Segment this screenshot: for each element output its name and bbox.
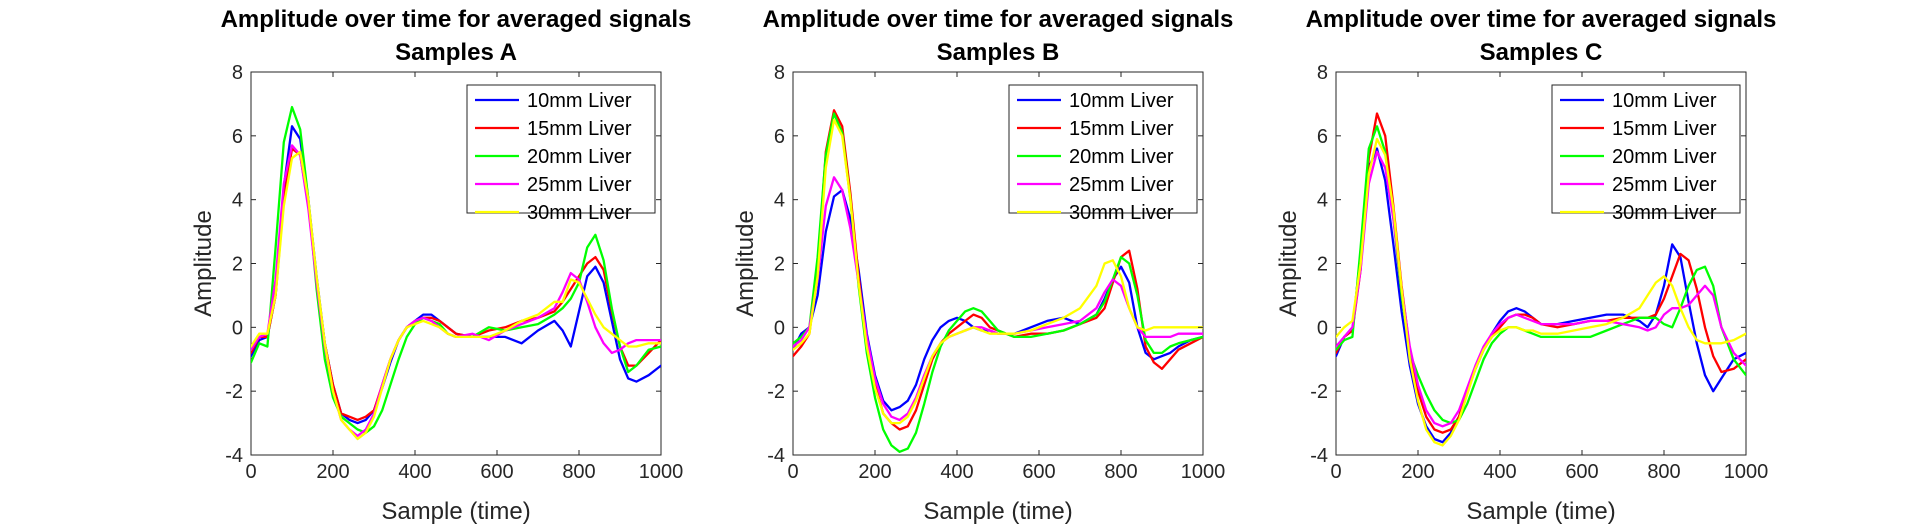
x-axis-label: Sample (time) xyxy=(1466,498,1615,525)
x-tick-label: 800 xyxy=(1647,461,1680,483)
legend-entry: 10mm Liver xyxy=(1069,90,1174,112)
y-axis-label: Amplitude xyxy=(190,210,217,317)
legend: 10mm Liver 15mm Liver 20mm Liver 25mm Liver… xyxy=(1551,84,1741,224)
y-tick-label: 8 xyxy=(232,62,243,84)
legend-entry: 30mm Liver xyxy=(1612,202,1717,224)
series-group xyxy=(1336,112,1746,447)
y-tick-label: 0 xyxy=(774,317,785,339)
legend-box xyxy=(466,84,656,214)
x-axis-label: Sample (time) xyxy=(381,498,530,525)
y-tick-label: 8 xyxy=(1317,62,1328,84)
legend-entry: 20mm Liver xyxy=(527,146,632,168)
x-tick-label: 200 xyxy=(1401,461,1434,483)
legend-entry: 15mm Liver xyxy=(527,118,632,140)
y-tick-label: 6 xyxy=(1317,126,1328,148)
legend-entry: 15mm Liver xyxy=(1612,118,1717,140)
legend-entry: 30mm Liver xyxy=(527,202,632,224)
chart-subtitle: Samples C xyxy=(1480,39,1603,66)
chart-panel-2: Amplitude over time for averaged signals… xyxy=(732,6,1233,525)
legend-entry: 25mm Liver xyxy=(527,174,632,196)
x-tick-label: 1000 xyxy=(1181,461,1226,483)
x-tick-label: 400 xyxy=(1483,461,1516,483)
x-tick-label: 1000 xyxy=(639,461,684,483)
series-group xyxy=(251,105,661,441)
legend-entry: 25mm Liver xyxy=(1612,174,1717,196)
y-tick-label: -2 xyxy=(225,381,243,403)
legend-box xyxy=(1008,84,1198,214)
chart-title: Amplitude over time for averaged signals xyxy=(1306,6,1777,33)
legend-entry: 25mm Liver xyxy=(1069,174,1174,196)
y-tick-label: 2 xyxy=(774,254,785,276)
legend-entry: 10mm Liver xyxy=(527,90,632,112)
series-group xyxy=(793,109,1203,453)
x-tick-label: 400 xyxy=(398,461,431,483)
x-tick-label: 1000 xyxy=(1724,461,1769,483)
y-tick-label: 2 xyxy=(1317,254,1328,276)
x-tick-label: 0 xyxy=(1330,461,1341,483)
chart-subtitle: Samples B xyxy=(937,39,1060,66)
chart-panel-3: Amplitude over time for averaged signals… xyxy=(1275,6,1776,525)
y-tick-label: 8 xyxy=(774,62,785,84)
y-tick-label: 4 xyxy=(232,190,243,212)
legend: 10mm Liver 15mm Liver 20mm Liver 25mm Liver… xyxy=(466,84,656,224)
legend-entry: 20mm Liver xyxy=(1612,146,1717,168)
x-tick-label: 600 xyxy=(1022,461,1055,483)
chart-subtitle: Samples A xyxy=(395,39,517,66)
y-axis-label: Amplitude xyxy=(732,210,759,317)
legend: 10mm Liver 15mm Liver 20mm Liver 25mm Liver… xyxy=(1008,84,1198,224)
x-axis-label: Sample (time) xyxy=(923,498,1072,525)
series-line-5 xyxy=(1336,137,1746,447)
y-tick-label: -2 xyxy=(1310,381,1328,403)
y-tick-label: -4 xyxy=(225,445,243,467)
y-tick-label: -2 xyxy=(767,381,785,403)
x-tick-label: 0 xyxy=(787,461,798,483)
x-tick-label: 800 xyxy=(1104,461,1137,483)
y-axis-label: Amplitude xyxy=(1275,210,1302,317)
x-tick-label: 200 xyxy=(858,461,891,483)
legend-entry: 10mm Liver xyxy=(1612,90,1717,112)
y-tick-label: 0 xyxy=(232,317,243,339)
series-line-5 xyxy=(251,150,661,441)
series-line-5 xyxy=(793,118,1203,425)
y-tick-label: -4 xyxy=(1310,445,1328,467)
legend-box xyxy=(1551,84,1741,214)
y-tick-label: 6 xyxy=(774,126,785,148)
x-tick-label: 200 xyxy=(316,461,349,483)
y-tick-label: 2 xyxy=(232,254,243,276)
legend-entry: 15mm Liver xyxy=(1069,118,1174,140)
x-tick-label: 600 xyxy=(1565,461,1598,483)
legend-entry: 30mm Liver xyxy=(1069,202,1174,224)
chart-title: Amplitude over time for averaged signals xyxy=(763,6,1234,33)
x-tick-label: 600 xyxy=(480,461,513,483)
series-line-1 xyxy=(793,188,1203,412)
y-tick-label: 4 xyxy=(774,190,785,212)
x-tick-label: 400 xyxy=(940,461,973,483)
chart-panel-1: Amplitude over time for averaged signals… xyxy=(190,6,691,525)
legend-entry: 20mm Liver xyxy=(1069,146,1174,168)
y-tick-label: 4 xyxy=(1317,190,1328,212)
x-tick-label: 800 xyxy=(562,461,595,483)
y-tick-label: 0 xyxy=(1317,317,1328,339)
y-tick-label: -4 xyxy=(767,445,785,467)
y-tick-label: 6 xyxy=(232,126,243,148)
chart-title: Amplitude over time for averaged signals xyxy=(221,6,692,33)
x-tick-label: 0 xyxy=(245,461,256,483)
